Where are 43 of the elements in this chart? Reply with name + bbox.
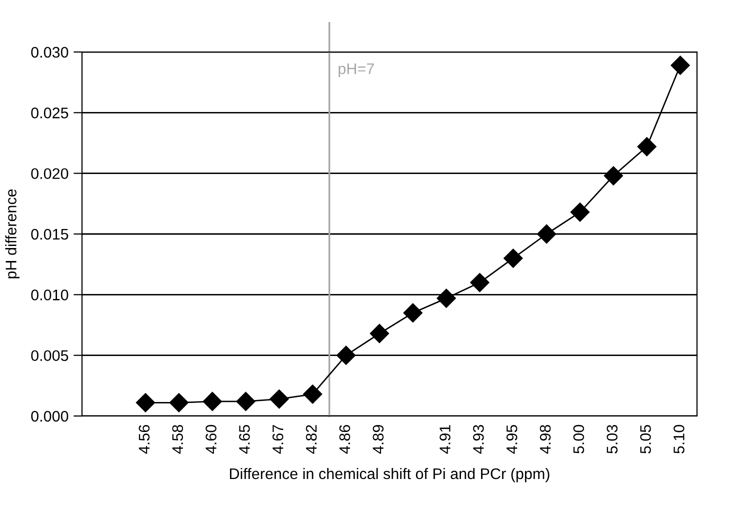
x-tick-label: 4.58 <box>172 424 184 454</box>
y-tick-label: 0.010 <box>31 290 68 300</box>
x-tick-label: 4.98 <box>540 424 551 454</box>
point <box>236 392 256 411</box>
x-tick-label: 5.03 <box>606 425 618 454</box>
point <box>403 303 422 322</box>
point <box>504 248 523 268</box>
point <box>270 389 289 409</box>
point <box>570 202 590 222</box>
x-tick-label: 5.10 <box>674 424 684 454</box>
y-tick-label: 0.015 <box>31 228 68 240</box>
point <box>470 273 490 292</box>
x-tick-label: 4.67 <box>272 425 284 454</box>
point <box>336 346 356 365</box>
y-tick-label: 0.005 <box>31 350 68 362</box>
x-tick-label: 4.93 <box>473 425 484 454</box>
point <box>436 288 456 308</box>
point <box>169 393 188 412</box>
ref-line-label: pH=7 <box>338 63 374 78</box>
x-tick-label: 4.65 <box>239 424 250 454</box>
point <box>670 56 690 75</box>
point <box>637 137 656 156</box>
y-tick-label: 0.020 <box>31 168 68 180</box>
point <box>303 384 322 404</box>
x-tick-label: 4.82 <box>306 425 317 454</box>
x-tick-label: 4.56 <box>138 425 150 454</box>
x-tick-label: 5.00 <box>573 424 584 454</box>
y-axis-title: pH difference <box>5 189 20 278</box>
x-tick-label: 4.89 <box>372 425 384 454</box>
x-tick-label: 5.05 <box>640 424 651 454</box>
point <box>604 166 623 186</box>
point <box>370 324 390 344</box>
x-tick-label: 4.60 <box>206 424 216 454</box>
y-tick-label: 0.000 <box>31 410 68 422</box>
y-tick-label: 0.025 <box>31 108 68 118</box>
point <box>136 393 156 412</box>
x-axis-title: Difference in chemical shift of Pi and PCr (ppm) <box>230 468 550 482</box>
y-tick-label: 0.030 <box>31 46 68 58</box>
x-tick-label: 4.95 <box>506 424 518 454</box>
x-tick-label: 4.86 <box>339 425 350 454</box>
point <box>537 224 556 244</box>
point <box>202 392 222 411</box>
x-tick-label: 4.91 <box>440 425 450 454</box>
